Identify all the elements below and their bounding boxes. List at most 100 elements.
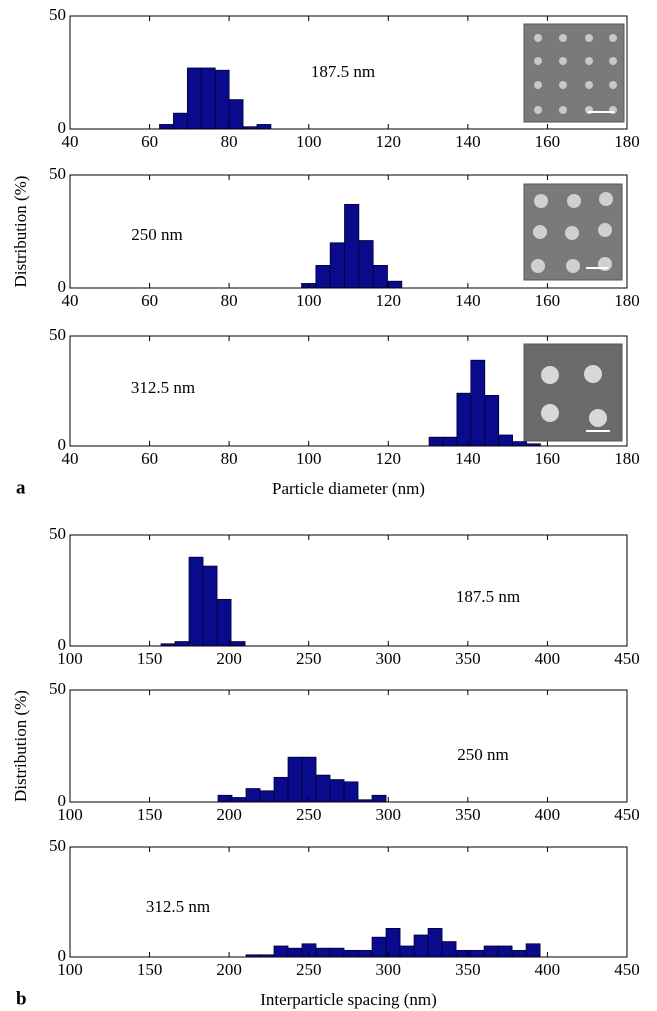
x-tick-label: 250 [296, 649, 322, 668]
bar [484, 394, 500, 447]
x-tick-label: 160 [535, 291, 561, 310]
bar [228, 99, 244, 130]
x-tick-label: 160 [535, 449, 561, 468]
bar [174, 641, 190, 647]
bar [301, 756, 317, 803]
y-tick-label: 50 [49, 836, 66, 855]
bar [230, 641, 246, 647]
axes-frame [69, 335, 628, 447]
y-tick-label: 0 [58, 277, 67, 296]
bar [512, 441, 527, 447]
annotation: 312.5 nm [131, 378, 195, 397]
bar [371, 936, 387, 958]
x-tick-label: 120 [376, 132, 402, 151]
x-tick-label: 180 [614, 291, 640, 310]
x-tick-label: 350 [455, 649, 481, 668]
x-tick-label: 180 [614, 449, 640, 468]
x-tick-label: 150 [137, 960, 163, 979]
bar [231, 797, 247, 803]
axes-frame [69, 15, 628, 130]
bar [469, 950, 485, 958]
x-tick-label: 300 [376, 649, 402, 668]
x-tick-label: 450 [614, 960, 640, 979]
y-tick-label: 0 [58, 946, 67, 965]
bar [372, 264, 388, 289]
panel-label: b [16, 988, 27, 1009]
axes-frame [69, 846, 628, 958]
x-tick-label: 150 [137, 805, 163, 824]
x-tick-label: 100 [57, 960, 83, 979]
y-tick-label: 0 [58, 118, 67, 137]
x-tick-label: 400 [535, 960, 561, 979]
inset-image [523, 343, 623, 442]
bar [344, 203, 360, 289]
bar [470, 359, 486, 447]
bar [511, 950, 527, 958]
bar [483, 945, 499, 958]
annotation: 187.5 nm [456, 587, 520, 606]
bar [217, 794, 233, 803]
bar [214, 69, 230, 130]
bar [186, 67, 202, 130]
x-tick-label: 180 [614, 132, 640, 151]
bar [287, 947, 303, 958]
x-tick-label: 100 [296, 132, 322, 151]
y-tick-label: 50 [49, 524, 66, 543]
x-tick-label: 120 [376, 449, 402, 468]
annotation: 187.5 nm [311, 62, 375, 81]
bar [256, 124, 272, 130]
x-tick-label: 450 [614, 649, 640, 668]
bar [428, 436, 444, 447]
bar [259, 790, 275, 803]
x-tick-label: 120 [376, 291, 402, 310]
bar [287, 756, 303, 803]
x-tick-label: 400 [535, 649, 561, 668]
bar [525, 943, 541, 958]
x-tick-label: 60 [141, 449, 158, 468]
bar [245, 788, 261, 803]
y-tick-label: 50 [49, 679, 66, 698]
bar [329, 779, 345, 803]
x-tick-label: 40 [62, 291, 79, 310]
bar [200, 67, 216, 130]
bar [159, 124, 174, 130]
annotation: 250 nm [457, 745, 508, 764]
bar [315, 264, 331, 289]
x-tick-label: 80 [221, 132, 238, 151]
panel-label: a [16, 477, 26, 498]
x-tick-label: 300 [376, 960, 402, 979]
bar [441, 941, 457, 958]
x-tick-label: 60 [141, 291, 158, 310]
x-tick-label: 80 [221, 291, 238, 310]
annotation: 250 nm [131, 225, 182, 244]
x-axis-label: Particle diameter (nm) [272, 479, 425, 498]
bar [387, 280, 403, 289]
x-tick-label: 350 [455, 805, 481, 824]
plots: 40 60 80 100 120 140 160 180 0 50 187.5 nm 40 60 80 10… [11, 5, 640, 1009]
bar [371, 794, 387, 803]
bar [173, 112, 188, 130]
bar [315, 947, 331, 958]
x-tick-label: 140 [455, 449, 481, 468]
x-tick-label: 100 [296, 449, 322, 468]
x-tick-label: 100 [57, 649, 83, 668]
x-tick-label: 400 [535, 805, 561, 824]
x-tick-label: 250 [296, 805, 322, 824]
bar [315, 774, 331, 803]
bar [357, 950, 373, 958]
y-tick-label: 50 [49, 5, 66, 24]
x-tick-label: 100 [57, 805, 83, 824]
bar [498, 434, 514, 447]
bar [442, 436, 458, 447]
inset-image [523, 183, 623, 281]
bar [456, 392, 472, 447]
x-tick-label: 350 [455, 960, 481, 979]
bar [273, 945, 289, 958]
x-tick-label: 140 [455, 132, 481, 151]
bar [497, 945, 513, 958]
axes-frame [69, 689, 628, 803]
y-tick-label: 0 [58, 435, 67, 454]
bar [427, 928, 443, 958]
bar [202, 565, 218, 647]
